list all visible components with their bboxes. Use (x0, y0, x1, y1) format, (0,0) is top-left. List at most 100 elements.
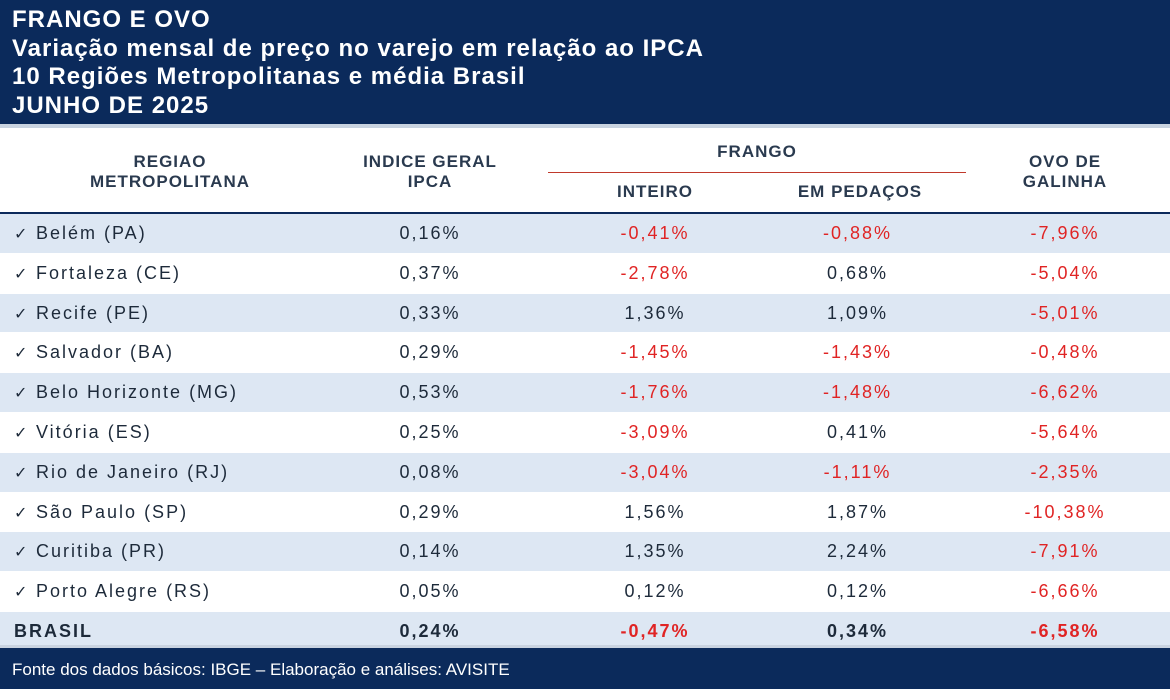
source-footer: Fonte dos dados básicos: IBGE – Elaboraç… (0, 645, 1170, 689)
region-label: Salvador (BA) (36, 342, 175, 363)
frango-pedacos-value: -1,43% (822, 342, 893, 363)
frango-pedacos-value: 0,68% (826, 262, 889, 283)
frango-inteiro-value: -0,41% (620, 223, 690, 243)
check-icon: ✓ (14, 544, 28, 562)
ovo-value: -7,91% (1030, 541, 1100, 562)
table-row: ✓ Recife (PE) 0,33% 1,36% 1,09% -5,01% (0, 293, 1170, 334)
title-line-2: Variação mensal de preço no varejo em re… (12, 34, 704, 62)
ovo-value: -10,38% (1024, 501, 1106, 522)
check-icon: ✓ (14, 584, 28, 602)
region-label: Rio de Janeiro (RJ) (36, 461, 230, 482)
ovo-value: -2,35% (1030, 461, 1100, 482)
ipca-value: 0,53% (399, 382, 461, 403)
header-ovo-line2: GALINHA (1022, 172, 1108, 191)
header-ovo-line1: OVO DE (1028, 152, 1102, 171)
frango-pedacos-value: 0,12% (826, 581, 889, 602)
frango-inteiro-value: -3,09% (620, 421, 690, 442)
frango-pedacos-value: 1,87% (826, 501, 889, 522)
header-regiao-line1: REGIAO (133, 152, 207, 171)
check-icon: ✓ (14, 385, 28, 403)
ovo-value: -5,01% (1030, 302, 1100, 323)
frango-inteiro-value: 0,12% (624, 581, 686, 602)
frango-pedacos-value: -0,88% (822, 223, 893, 243)
region-label: Belém (PA) (36, 223, 147, 243)
frango-pedacos-value: 1,09% (826, 302, 889, 323)
region-name: BRASIL (14, 612, 93, 650)
region-label: São Paulo (SP) (36, 501, 189, 522)
table-row: ✓ São Paulo (SP) 0,29% 1,56% 1,87% -10,38% (0, 492, 1170, 533)
table-row: ✓ Salvador (BA) 0,29% -1,45% -1,43% -0,48% (0, 333, 1170, 374)
region-label: Vitória (ES) (36, 421, 152, 442)
frango-inteiro-value: 1,36% (624, 302, 686, 323)
header-ovo: OVO DE GALINHA (985, 152, 1145, 192)
ovo-value: -7,96% (1030, 223, 1100, 243)
ipca-value: 0,33% (399, 302, 461, 323)
region-label: Fortaleza (CE) (36, 262, 182, 283)
region-name: ✓ Fortaleza (CE) (14, 254, 181, 294)
frango-inteiro-value: -2,78% (620, 262, 690, 283)
frango-inteiro-value: -0,47% (620, 620, 690, 641)
frango-inteiro-value: 1,35% (624, 541, 686, 562)
header-ipca: INDICE GERAL IPCA (340, 152, 520, 192)
frango-pedacos-value: 2,24% (826, 541, 889, 562)
region-label: Recife (PE) (36, 302, 151, 323)
header-ipca-line1: INDICE GERAL (363, 152, 497, 171)
header-frango: FRANGO (717, 142, 797, 161)
ipca-value: 0,08% (399, 461, 461, 482)
ipca-value: 0,16% (399, 223, 461, 243)
frango-pedacos-value: 0,34% (826, 620, 889, 641)
ovo-value: -5,64% (1030, 421, 1100, 442)
frango-inteiro-value: 1,56% (624, 501, 686, 522)
title-line-1: FRANGO E OVO (12, 6, 211, 33)
region-name: ✓ Porto Alegre (RS) (14, 572, 211, 612)
title-line-3: 10 Regiões Metropolitanas e média Brasil (12, 63, 526, 90)
region-name: ✓ Salvador (BA) (14, 333, 174, 373)
table-row: ✓ Vitória (ES) 0,25% -3,09% 0,41% -5,64% (0, 412, 1170, 453)
ovo-value: -0,48% (1030, 342, 1100, 363)
region-label: Curitiba (PR) (36, 541, 167, 562)
frango-pedacos-value: -1,48% (822, 382, 893, 403)
table-row: ✓ Rio de Janeiro (RJ) 0,08% -3,04% -1,11% -2,… (0, 452, 1170, 493)
frango-pedacos-value: -1,11% (823, 461, 892, 482)
header-regiao: REGIAO METROPOLITANA (40, 152, 300, 192)
ipca-value: 0,24% (399, 620, 461, 641)
ovo-value: -6,66% (1030, 581, 1100, 602)
ipca-value: 0,05% (399, 581, 461, 602)
table-row: ✓ Belém (PA) 0,16% -0,41% -0,88% -7,96% (0, 214, 1170, 254)
region-label: Belo Horizonte (MG) (36, 382, 239, 403)
check-icon: ✓ (14, 345, 28, 363)
region-name: ✓ Belém (PA) (14, 214, 147, 254)
region-name: ✓ Recife (PE) (14, 294, 150, 334)
header-ipca-line2: IPCA (407, 172, 453, 191)
region-name: ✓ São Paulo (SP) (14, 493, 188, 533)
region-label: BRASIL (14, 620, 93, 641)
table-row: ✓ Fortaleza (CE) 0,37% -2,78% 0,68% -5,04% (0, 253, 1170, 294)
table-header: REGIAO METROPOLITANA INDICE GERAL IPCA F… (0, 132, 1170, 214)
table-body: ✓ Belém (PA) 0,16% -0,41% -0,88% -7,96% ✓ Forta… (0, 214, 1170, 652)
region-name: ✓ Rio de Janeiro (RJ) (14, 453, 229, 493)
check-icon: ✓ (14, 504, 28, 522)
table-row: ✓ Curitiba (PR) 0,14% 1,35% 2,24% -7,91% (0, 532, 1170, 573)
ovo-value: -6,58% (1030, 620, 1100, 641)
region-name: ✓ Belo Horizonte (MG) (14, 373, 238, 413)
frango-inteiro-value: -1,76% (620, 382, 690, 403)
title-banner: FRANGO E OVO Variação mensal de preço no… (0, 0, 1170, 128)
ipca-value: 0,29% (399, 501, 461, 522)
check-icon: ✓ (14, 424, 28, 442)
ovo-value: -5,04% (1030, 262, 1100, 283)
check-icon: ✓ (14, 226, 28, 243)
ipca-value: 0,37% (399, 262, 461, 283)
region-label: Porto Alegre (RS) (36, 581, 212, 602)
check-icon: ✓ (14, 305, 28, 323)
ipca-value: 0,29% (399, 342, 461, 363)
region-name: ✓ Curitiba (PR) (14, 532, 166, 572)
table-row: ✓ Belo Horizonte (MG) 0,53% -1,76% -1,48% -6,… (0, 373, 1170, 413)
ipca-value: 0,25% (399, 421, 461, 442)
header-inteiro: INTEIRO (617, 182, 693, 201)
frango-divider (548, 172, 966, 173)
frango-inteiro-value: -1,45% (620, 342, 690, 363)
table-row: ✓ Porto Alegre (RS) 0,05% 0,12% 0,12% -6,66% (0, 572, 1170, 612)
ipca-value: 0,14% (399, 541, 461, 562)
header-pedacos: EM PEDAÇOS (797, 182, 923, 201)
frango-inteiro-value: -3,04% (620, 461, 690, 482)
